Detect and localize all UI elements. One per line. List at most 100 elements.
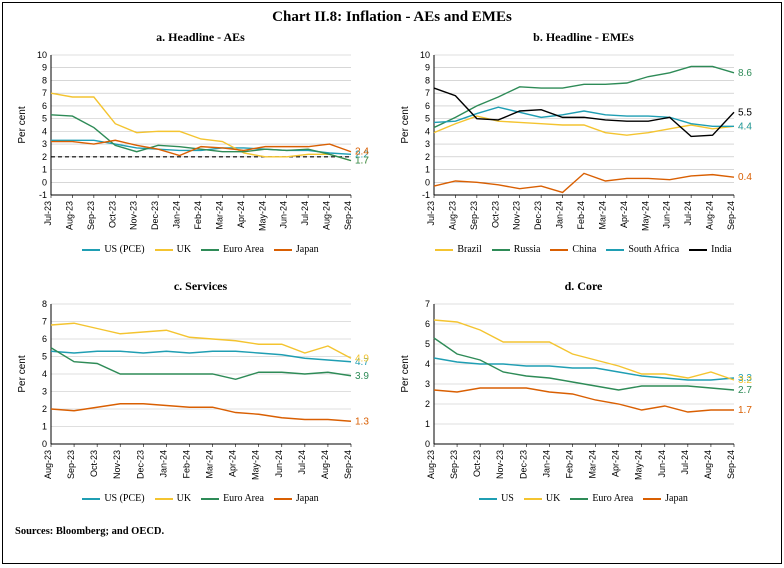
svg-text:4: 4 (42, 369, 47, 379)
panel-b: b. Headline - EMEs-1012345678910Jul-23Au… (396, 30, 771, 271)
svg-text:Jan-24: Jan-24 (172, 201, 182, 229)
legend-label: UK (177, 244, 191, 255)
legend-label: UK (546, 493, 560, 504)
svg-text:Feb-24: Feb-24 (193, 201, 203, 230)
legend-label: UK (177, 493, 191, 504)
svg-text:0: 0 (425, 177, 430, 187)
svg-text:5: 5 (42, 352, 47, 362)
svg-text:Nov-23: Nov-23 (129, 201, 139, 230)
sources-text: Sources: Bloomberg; and OECD. (3, 520, 781, 541)
legend-swatch (274, 498, 292, 500)
legend-item: UK (155, 493, 191, 504)
legend-swatch (201, 498, 219, 500)
svg-text:8.6: 8.6 (738, 68, 752, 79)
series-china (434, 173, 734, 192)
legend-label: China (572, 244, 596, 255)
svg-text:Sep-23: Sep-23 (469, 201, 479, 230)
svg-text:9: 9 (42, 63, 47, 73)
svg-text:Aug-24: Aug-24 (320, 450, 330, 479)
svg-text:1.3: 1.3 (355, 416, 369, 427)
svg-text:Sep-23: Sep-23 (449, 450, 459, 479)
legend-label: India (711, 244, 732, 255)
svg-text:Aug-23: Aug-23 (43, 450, 53, 479)
svg-text:-1: -1 (39, 190, 47, 200)
svg-text:Jun-24: Jun-24 (274, 450, 284, 478)
svg-text:Dec-23: Dec-23 (533, 201, 543, 230)
svg-text:5: 5 (42, 114, 47, 124)
panel-a: a. Headline - AEs-1012345678910Jul-23Aug… (13, 30, 388, 271)
series-us (434, 358, 734, 380)
legend-label: Japan (296, 244, 319, 255)
svg-text:Apr-24: Apr-24 (228, 450, 238, 477)
svg-text:3: 3 (425, 379, 430, 389)
svg-text:Sep-24: Sep-24 (343, 450, 353, 479)
panel-c: c. Services012345678Aug-23Sep-23Oct-23No… (13, 279, 388, 520)
svg-text:Nov-23: Nov-23 (495, 450, 505, 479)
legend-swatch (524, 498, 542, 500)
svg-text:Sep-23: Sep-23 (66, 450, 76, 479)
svg-text:May-24: May-24 (640, 201, 650, 231)
svg-text:Sep-24: Sep-24 (726, 201, 736, 230)
legend-swatch (479, 498, 497, 500)
svg-text:Aug-23: Aug-23 (447, 201, 457, 230)
legend-swatch (550, 249, 568, 251)
svg-text:Jul-24: Jul-24 (683, 201, 693, 226)
svg-text:5: 5 (425, 114, 430, 124)
svg-text:8: 8 (425, 75, 430, 85)
svg-text:2.4: 2.4 (355, 147, 369, 158)
series-japan (51, 140, 351, 155)
svg-text:0: 0 (42, 177, 47, 187)
legend-item: Brazil (435, 244, 481, 255)
svg-text:2: 2 (425, 152, 430, 162)
legend-swatch (606, 249, 624, 251)
svg-text:6: 6 (425, 319, 430, 329)
legend-item: UK (524, 493, 560, 504)
svg-text:6: 6 (42, 334, 47, 344)
svg-text:7: 7 (42, 88, 47, 98)
svg-text:3: 3 (42, 139, 47, 149)
legend-item: Euro Area (570, 493, 633, 504)
panel-title: c. Services (13, 279, 388, 294)
svg-text:10: 10 (37, 50, 47, 60)
legend-item: US (PCE) (82, 493, 144, 504)
legend-label: Russia (514, 244, 541, 255)
svg-text:Mar-24: Mar-24 (597, 201, 607, 230)
svg-text:Apr-24: Apr-24 (236, 201, 246, 228)
svg-text:1: 1 (42, 422, 47, 432)
svg-text:3: 3 (42, 387, 47, 397)
chart-svg: -1012345678910Jul-23Aug-23Sep-23Oct-23No… (13, 47, 388, 242)
svg-text:2: 2 (425, 399, 430, 409)
svg-text:Jul-23: Jul-23 (43, 201, 53, 226)
svg-text:7: 7 (42, 317, 47, 327)
svg-text:8: 8 (42, 75, 47, 85)
svg-text:Jul-23: Jul-23 (426, 201, 436, 226)
legend-label: Euro Area (592, 493, 633, 504)
svg-text:Dec-23: Dec-23 (135, 450, 145, 479)
svg-text:Nov-23: Nov-23 (112, 450, 122, 479)
legend-swatch (274, 249, 292, 251)
svg-text:Mar-24: Mar-24 (205, 450, 215, 479)
svg-text:0: 0 (425, 439, 430, 449)
svg-text:Jun-24: Jun-24 (662, 201, 672, 229)
svg-text:4.9: 4.9 (355, 353, 369, 364)
legend-swatch (155, 498, 173, 500)
svg-text:Sep-24: Sep-24 (726, 450, 736, 479)
legend-label: Euro Area (223, 493, 264, 504)
svg-text:0: 0 (42, 439, 47, 449)
svg-text:Jul-24: Jul-24 (680, 450, 690, 475)
legend-item: UK (155, 244, 191, 255)
svg-text:Sep-23: Sep-23 (86, 201, 96, 230)
svg-text:Per cent: Per cent (17, 106, 28, 143)
panel-title: b. Headline - EMEs (396, 30, 771, 45)
panel-d: d. Core01234567Aug-23Sep-23Oct-23Nov-23D… (396, 279, 771, 520)
panel-title: d. Core (396, 279, 771, 294)
legend-label: US (501, 493, 514, 504)
svg-text:Dec-23: Dec-23 (518, 450, 528, 479)
legend-swatch (643, 498, 661, 500)
svg-text:Oct-23: Oct-23 (490, 201, 500, 228)
legend: US (PCE)UKEuro AreaJapan (13, 493, 388, 504)
legend-swatch (492, 249, 510, 251)
legend-label: US (PCE) (104, 493, 144, 504)
svg-text:Jun-24: Jun-24 (279, 201, 289, 229)
svg-text:Aug-24: Aug-24 (703, 450, 713, 479)
